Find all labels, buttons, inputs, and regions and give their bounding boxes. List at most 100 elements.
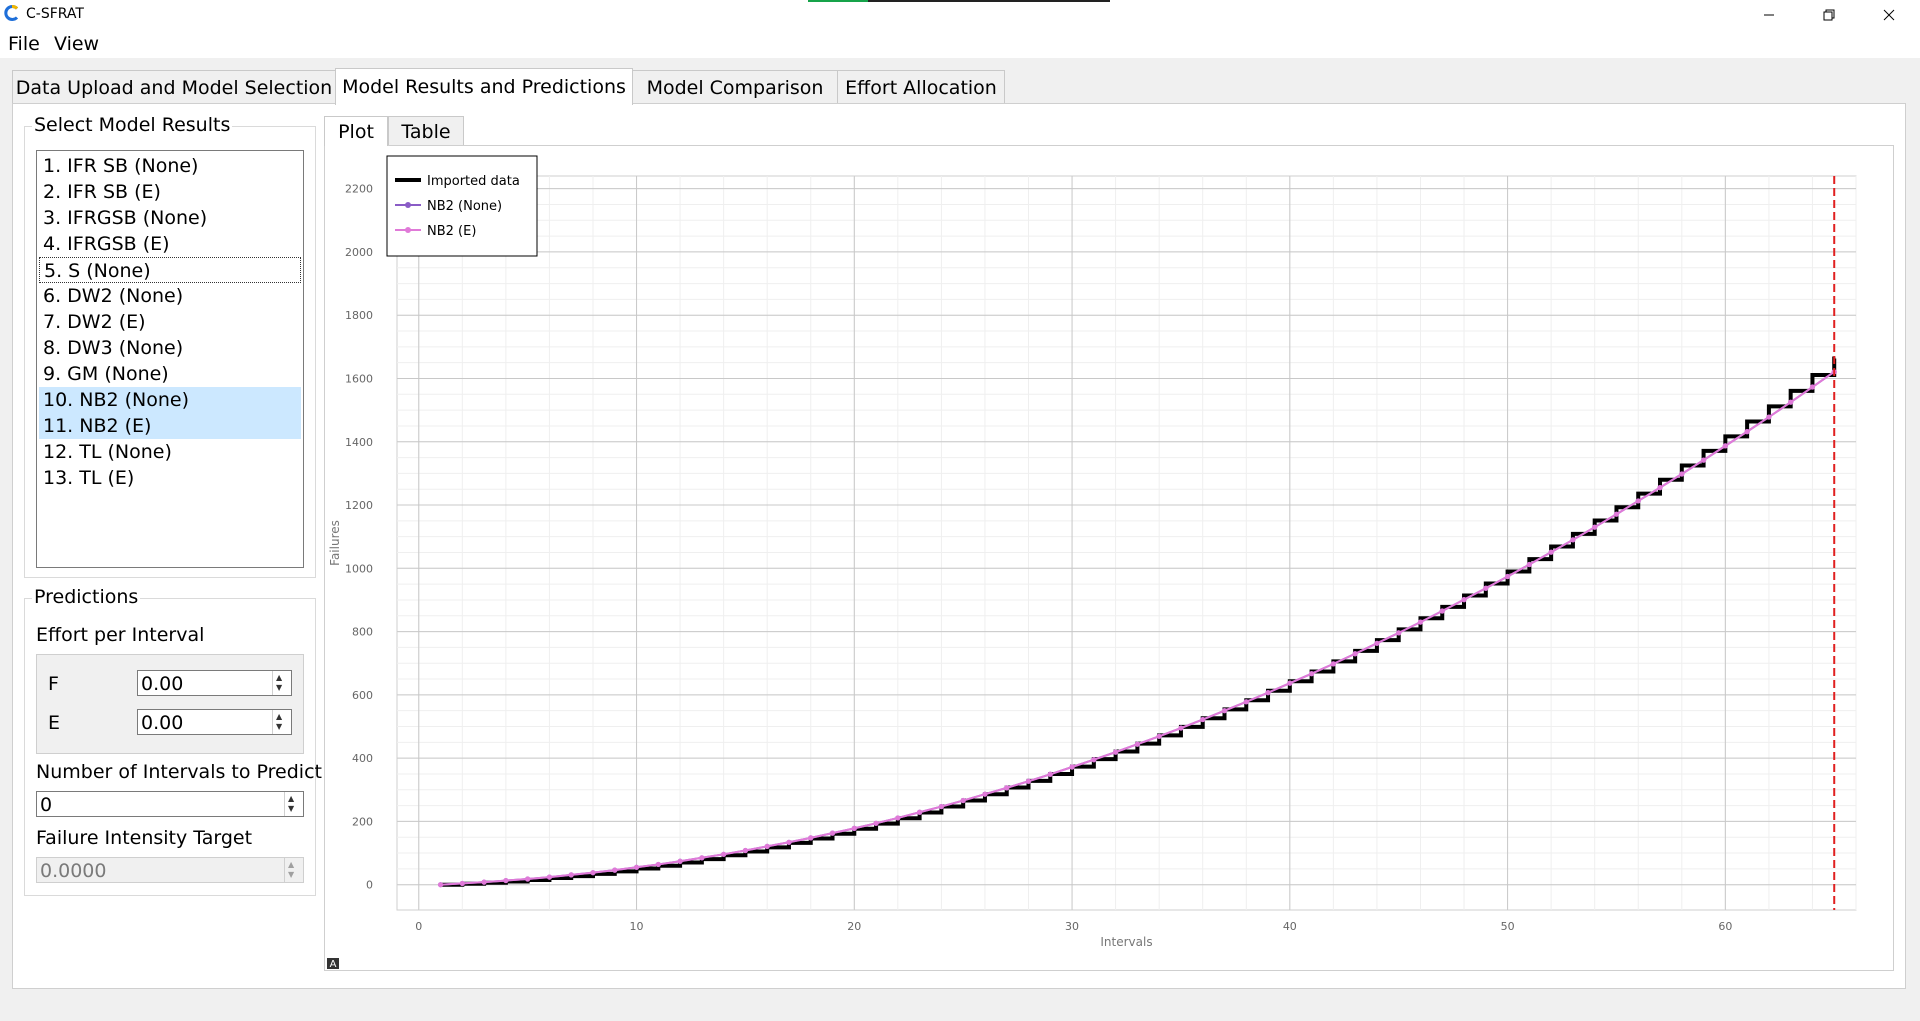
spin-up-icon[interactable]: ▲ xyxy=(276,712,283,721)
model-list-item[interactable]: 4. IFRGSB (E) xyxy=(43,233,170,255)
data-point xyxy=(1330,661,1336,667)
e-spin-arrows[interactable]: ▲ ▼ xyxy=(272,710,291,734)
model-list-item[interactable]: 11. NB2 (E) xyxy=(39,413,301,439)
intervals-spin-arrows[interactable]: ▲ ▼ xyxy=(284,792,303,816)
intervals-value: 0 xyxy=(40,794,53,816)
data-point xyxy=(546,874,553,880)
e-spinbox[interactable]: 0.00 ▲ ▼ xyxy=(137,709,292,735)
x-tick-label: 10 xyxy=(630,920,644,933)
spin-down-icon[interactable]: ▼ xyxy=(276,722,283,731)
predictions-title: Predictions xyxy=(32,586,141,608)
model-list-item[interactable]: 8. DW3 (None) xyxy=(43,337,184,359)
failure-intensity-target-label: Failure Intensity Target xyxy=(36,827,253,849)
data-point xyxy=(1766,414,1772,420)
tab-data-upload[interactable]: Data Upload and Model Selection xyxy=(12,70,336,104)
title-progress-bar xyxy=(808,0,1110,2)
data-point xyxy=(612,867,618,873)
data-point xyxy=(481,879,487,885)
data-point xyxy=(459,880,465,887)
data-point xyxy=(960,797,966,804)
f-label: F xyxy=(48,673,59,695)
y-axis-label: Failures xyxy=(328,520,342,566)
data-point xyxy=(1200,716,1206,723)
menu-view[interactable]: View xyxy=(54,33,100,55)
data-point xyxy=(590,870,596,876)
model-list-item[interactable]: 12. TL (None) xyxy=(43,441,172,463)
data-point xyxy=(1374,640,1380,646)
data-point xyxy=(1178,725,1184,731)
tab-plot[interactable]: Plot xyxy=(324,116,388,146)
spin-down-icon: ▼ xyxy=(288,870,295,879)
tab-model-comparison[interactable]: Model Comparison xyxy=(632,70,838,104)
x-tick-label: 40 xyxy=(1283,920,1297,933)
failures-chart[interactable]: 0 10 20 30 40 50 60020040060080010001200140016… xyxy=(325,146,1893,970)
spin-up-icon[interactable]: ▲ xyxy=(288,794,295,803)
model-list-item[interactable]: 1. IFR SB (None) xyxy=(43,155,199,177)
spin-down-icon[interactable]: ▼ xyxy=(276,683,283,692)
model-list-item[interactable]: 2. IFR SB (E) xyxy=(43,181,161,203)
y-tick-label: 2000 xyxy=(345,246,373,259)
data-point xyxy=(1722,443,1728,449)
failure-intensity-spin-arrows: ▲ ▼ xyxy=(284,858,303,882)
data-point xyxy=(437,882,444,888)
data-point xyxy=(1483,585,1489,591)
legend-swatch-marker xyxy=(405,202,411,208)
chart-legend: Imported data NB2 (None) NB2 (E) xyxy=(386,155,538,257)
spin-down-icon[interactable]: ▼ xyxy=(288,804,295,813)
legend-label: NB2 (E) xyxy=(427,224,476,239)
tab-table[interactable]: Table xyxy=(388,116,464,146)
f-value: 0.00 xyxy=(141,673,184,695)
data-point xyxy=(1417,619,1424,625)
spin-up-icon[interactable]: ▲ xyxy=(276,673,283,682)
minimize-button[interactable] xyxy=(1746,0,1792,30)
model-list-item[interactable]: 7. DW2 (E) xyxy=(43,311,146,333)
tab-effort-allocation[interactable]: Effort Allocation xyxy=(837,70,1005,104)
f-spinbox[interactable]: 0.00 ▲ ▼ xyxy=(137,670,292,696)
e-value: 0.00 xyxy=(141,712,184,734)
data-point xyxy=(1526,561,1532,568)
y-tick-label: 2200 xyxy=(345,183,373,196)
model-list-item[interactable]: 10. NB2 (None) xyxy=(39,387,301,413)
model-results-list[interactable]: 1. IFR SB (None) 2. IFR SB (E) 3. IFRGSB (… xyxy=(36,150,304,568)
f-spin-arrows[interactable]: ▲ ▼ xyxy=(272,671,291,695)
autoscale-button[interactable]: A xyxy=(327,958,339,970)
title-progress-fill xyxy=(808,0,869,2)
menu-file[interactable]: File xyxy=(8,33,40,55)
intervals-spinbox[interactable]: 0 ▲ ▼ xyxy=(36,791,304,817)
data-point xyxy=(568,872,574,878)
menu-bar: File View xyxy=(0,30,1920,58)
x-tick-label: 0 xyxy=(415,920,422,933)
close-button[interactable] xyxy=(1866,0,1912,30)
data-point xyxy=(938,803,945,810)
data-point xyxy=(1221,708,1228,714)
data-point xyxy=(1243,699,1249,705)
failure-intensity-spinbox: 0.0000 ▲ ▼ xyxy=(36,857,304,883)
model-list-item[interactable]: 6. DW2 (None) xyxy=(43,285,184,307)
data-point xyxy=(895,815,901,821)
model-list-item[interactable]: 3. IFRGSB (None) xyxy=(43,207,208,229)
data-point xyxy=(1548,549,1554,555)
model-list-item[interactable]: 5. S (None) xyxy=(39,257,301,283)
data-point xyxy=(764,843,770,850)
model-list-item[interactable]: 9. GM (None) xyxy=(43,363,169,385)
effort-per-interval-label: Effort per Interval xyxy=(36,624,205,646)
y-tick-label: 800 xyxy=(352,626,373,639)
data-point xyxy=(829,830,836,836)
data-point xyxy=(1592,524,1598,530)
y-tick-label: 0 xyxy=(366,879,373,892)
data-point xyxy=(1134,741,1140,747)
restore-button[interactable] xyxy=(1806,0,1852,30)
minimize-icon xyxy=(1764,14,1774,16)
data-point xyxy=(1069,764,1075,770)
data-point xyxy=(655,861,661,868)
close-icon xyxy=(1883,9,1895,21)
tab-model-results[interactable]: Model Results and Predictions xyxy=(335,68,633,105)
data-point xyxy=(525,876,531,882)
data-point xyxy=(633,864,640,870)
data-point xyxy=(1570,537,1576,543)
data-point xyxy=(1744,429,1750,435)
y-tick-label: 1200 xyxy=(345,499,373,512)
model-list-item[interactable]: 13. TL (E) xyxy=(43,467,135,489)
autoscale-icon-label: A xyxy=(330,959,337,970)
data-point xyxy=(1679,471,1685,477)
